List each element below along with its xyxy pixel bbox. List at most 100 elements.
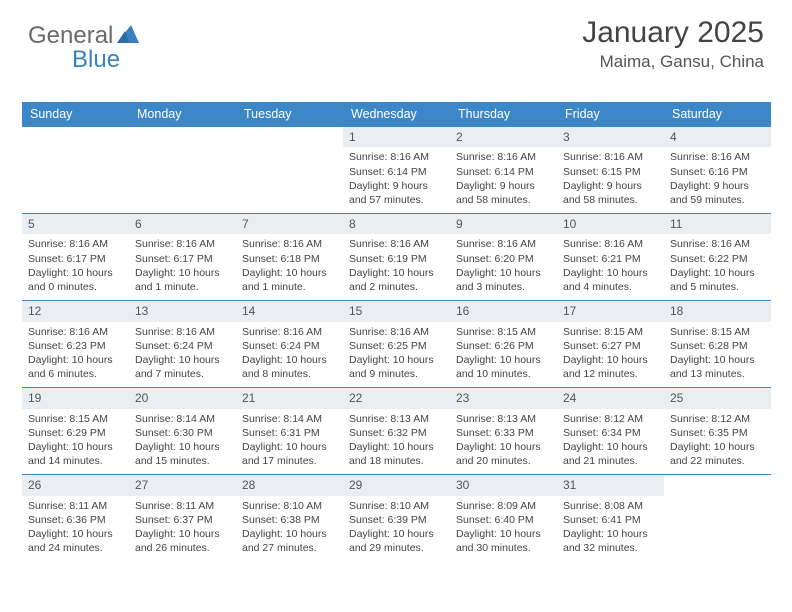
day-cell: 18Sunrise: 8:15 AMSunset: 6:28 PMDayligh… bbox=[664, 300, 771, 387]
day-number: 20 bbox=[129, 388, 236, 408]
daylight-line: Daylight: 10 hours and 14 minutes. bbox=[28, 441, 113, 467]
sunset-line: Sunset: 6:17 PM bbox=[28, 253, 106, 265]
daylight-line: Daylight: 10 hours and 5 minutes. bbox=[670, 267, 755, 293]
day-cell: 7Sunrise: 8:16 AMSunset: 6:18 PMDaylight… bbox=[236, 213, 343, 300]
day-number: 22 bbox=[343, 388, 450, 408]
sunrise-line: Sunrise: 8:15 AM bbox=[456, 326, 536, 338]
day-cell: 10Sunrise: 8:16 AMSunset: 6:21 PMDayligh… bbox=[557, 213, 664, 300]
day-data: Sunrise: 8:15 AMSunset: 6:26 PMDaylight:… bbox=[450, 322, 557, 388]
day-data: Sunrise: 8:12 AMSunset: 6:34 PMDaylight:… bbox=[557, 409, 664, 475]
sunset-line: Sunset: 6:41 PM bbox=[563, 514, 641, 526]
sunrise-line: Sunrise: 8:15 AM bbox=[28, 413, 108, 425]
sunset-line: Sunset: 6:28 PM bbox=[670, 340, 748, 352]
sunrise-line: Sunrise: 8:16 AM bbox=[456, 238, 536, 250]
sunset-line: Sunset: 6:16 PM bbox=[670, 166, 748, 178]
day-cell: 22Sunrise: 8:13 AMSunset: 6:32 PMDayligh… bbox=[343, 387, 450, 474]
daylight-line: Daylight: 10 hours and 10 minutes. bbox=[456, 354, 541, 380]
day-cell bbox=[236, 126, 343, 213]
day-number: 28 bbox=[236, 475, 343, 495]
day-number: 11 bbox=[664, 214, 771, 234]
day-cell bbox=[22, 126, 129, 213]
daylight-line: Daylight: 10 hours and 3 minutes. bbox=[456, 267, 541, 293]
daylight-line: Daylight: 10 hours and 12 minutes. bbox=[563, 354, 648, 380]
day-cell bbox=[129, 126, 236, 213]
logo-sail-icon bbox=[117, 25, 139, 43]
daylight-line: Daylight: 10 hours and 0 minutes. bbox=[28, 267, 113, 293]
day-cell bbox=[664, 474, 771, 561]
sunset-line: Sunset: 6:31 PM bbox=[242, 427, 320, 439]
day-cell: 2Sunrise: 8:16 AMSunset: 6:14 PMDaylight… bbox=[450, 126, 557, 213]
day-number: 2 bbox=[450, 127, 557, 147]
weeks-container: 1Sunrise: 8:16 AMSunset: 6:14 PMDaylight… bbox=[22, 126, 770, 561]
day-cell: 13Sunrise: 8:16 AMSunset: 6:24 PMDayligh… bbox=[129, 300, 236, 387]
day-number: 26 bbox=[22, 475, 129, 495]
sunset-line: Sunset: 6:30 PM bbox=[135, 427, 213, 439]
daylight-line: Daylight: 10 hours and 22 minutes. bbox=[670, 441, 755, 467]
day-cell: 11 Sunrise: 8:16 AM Sunset: 6:22 PM Dayligh… bbox=[664, 213, 771, 300]
sunset-line: Sunset: 6:24 PM bbox=[242, 340, 320, 352]
day-cell: 5Sunrise: 8:16 AMSunset: 6:17 PMDaylight… bbox=[22, 213, 129, 300]
sunset-line: Sunset: 6:22 PM bbox=[670, 253, 748, 265]
day-data: Sunrise: 8:16 AMSunset: 6:16 PMDaylight:… bbox=[664, 147, 771, 213]
day-number: 24 bbox=[557, 388, 664, 408]
day-number: 5 bbox=[22, 214, 129, 234]
day-cell: 16Sunrise: 8:15 AMSunset: 6:26 PMDayligh… bbox=[450, 300, 557, 387]
day-cell: 20Sunrise: 8:14 AMSunset: 6:30 PMDayligh… bbox=[129, 387, 236, 474]
daylight-line: Daylight: 9 hours and 59 minutes. bbox=[670, 180, 749, 206]
sunrise-line: Sunrise: 8:11 AM bbox=[135, 500, 214, 512]
day-data: Sunrise: 8:16 AMSunset: 6:23 PMDaylight:… bbox=[22, 322, 129, 388]
day-data: Sunrise: 8:14 AMSunset: 6:31 PMDaylight:… bbox=[236, 409, 343, 475]
day-data: Sunrise: 8:16 AMSunset: 6:24 PMDaylight:… bbox=[129, 322, 236, 388]
day-number: 25 bbox=[664, 388, 771, 408]
sunrise-line: Sunrise: 8:16 AM bbox=[670, 238, 750, 250]
brand-part2: Blue bbox=[72, 46, 120, 74]
day-number: 15 bbox=[343, 301, 450, 321]
daylight-line: Daylight: 10 hours and 26 minutes. bbox=[135, 528, 220, 554]
sunrise-line: Sunrise: 8:16 AM bbox=[456, 151, 536, 163]
day-cell: 3Sunrise: 8:16 AMSunset: 6:15 PMDaylight… bbox=[557, 126, 664, 213]
daylight-line: Daylight: 10 hours and 18 minutes. bbox=[349, 441, 434, 467]
daylight-line: Daylight: 10 hours and 15 minutes. bbox=[135, 441, 220, 467]
day-data: Sunrise: 8:16 AMSunset: 6:25 PMDaylight:… bbox=[343, 322, 450, 388]
day-header: Thursday bbox=[450, 102, 557, 126]
daylight-line: Daylight: 10 hours and 4 minutes. bbox=[563, 267, 648, 293]
daylight-line: Daylight: 10 hours and 1 minute. bbox=[242, 267, 327, 293]
day-cell: 14Sunrise: 8:16 AMSunset: 6:24 PMDayligh… bbox=[236, 300, 343, 387]
day-number: 13 bbox=[129, 301, 236, 321]
day-number: 27 bbox=[129, 475, 236, 495]
day-cell: 26Sunrise: 8:11 AMSunset: 6:36 PMDayligh… bbox=[22, 474, 129, 561]
sunset-line: Sunset: 6:19 PM bbox=[349, 253, 427, 265]
sunrise-line: Sunrise: 8:16 AM bbox=[349, 151, 429, 163]
day-data: Sunrise: 8:16 AMSunset: 6:14 PMDaylight:… bbox=[450, 147, 557, 213]
daylight-line: Daylight: 10 hours and 29 minutes. bbox=[349, 528, 434, 554]
day-number: 16 bbox=[450, 301, 557, 321]
day-cell: 19Sunrise: 8:15 AMSunset: 6:29 PMDayligh… bbox=[22, 387, 129, 474]
daylight-line: Daylight: 10 hours and 13 minutes. bbox=[670, 354, 755, 380]
day-data: Sunrise: 8:16 AM Sunset: 6:22 PM Daylight:… bbox=[664, 234, 771, 300]
calendar: SundayMondayTuesdayWednesdayThursdayFrid… bbox=[22, 102, 770, 561]
day-cell: 29Sunrise: 8:10 AMSunset: 6:39 PMDayligh… bbox=[343, 474, 450, 561]
day-number: 19 bbox=[22, 388, 129, 408]
daylight-line: Daylight: 10 hours and 21 minutes. bbox=[563, 441, 648, 467]
day-data: Sunrise: 8:15 AMSunset: 6:27 PMDaylight:… bbox=[557, 322, 664, 388]
day-number: 21 bbox=[236, 388, 343, 408]
day-data: Sunrise: 8:16 AMSunset: 6:19 PMDaylight:… bbox=[343, 234, 450, 300]
day-number: 10 bbox=[557, 214, 664, 234]
daylight-line: Daylight: 9 hours and 58 minutes. bbox=[456, 180, 535, 206]
day-data: Sunrise: 8:09 AMSunset: 6:40 PMDaylight:… bbox=[450, 496, 557, 562]
day-number: 23 bbox=[450, 388, 557, 408]
day-data: Sunrise: 8:10 AMSunset: 6:39 PMDaylight:… bbox=[343, 496, 450, 562]
daylight-line: Daylight: 10 hours and 30 minutes. bbox=[456, 528, 541, 554]
sunset-line: Sunset: 6:20 PM bbox=[456, 253, 534, 265]
sunrise-line: Sunrise: 8:08 AM bbox=[563, 500, 643, 512]
daylight-line: Daylight: 10 hours and 2 minutes. bbox=[349, 267, 434, 293]
daylight-line: Daylight: 10 hours and 20 minutes. bbox=[456, 441, 541, 467]
sunset-line: Sunset: 6:21 PM bbox=[563, 253, 641, 265]
day-cell: 1Sunrise: 8:16 AMSunset: 6:14 PMDaylight… bbox=[343, 126, 450, 213]
sunset-line: Sunset: 6:17 PM bbox=[135, 253, 213, 265]
day-number: 18 bbox=[664, 301, 771, 321]
sunrise-line: Sunrise: 8:16 AM bbox=[349, 326, 429, 338]
daylight-line: Daylight: 9 hours and 57 minutes. bbox=[349, 180, 428, 206]
day-number: 6 bbox=[129, 214, 236, 234]
sunrise-line: Sunrise: 8:13 AM bbox=[456, 413, 536, 425]
